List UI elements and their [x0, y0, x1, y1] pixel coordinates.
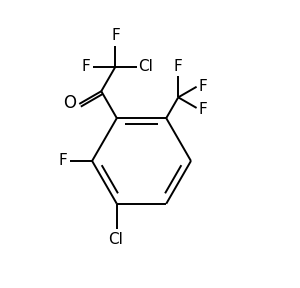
- Text: F: F: [82, 59, 91, 74]
- Text: F: F: [199, 79, 208, 94]
- Text: F: F: [111, 28, 120, 43]
- Text: F: F: [199, 102, 208, 117]
- Text: O: O: [63, 94, 76, 111]
- Text: F: F: [58, 154, 67, 168]
- Text: Cl: Cl: [108, 232, 123, 247]
- Text: Cl: Cl: [138, 59, 153, 74]
- Text: F: F: [174, 59, 183, 74]
